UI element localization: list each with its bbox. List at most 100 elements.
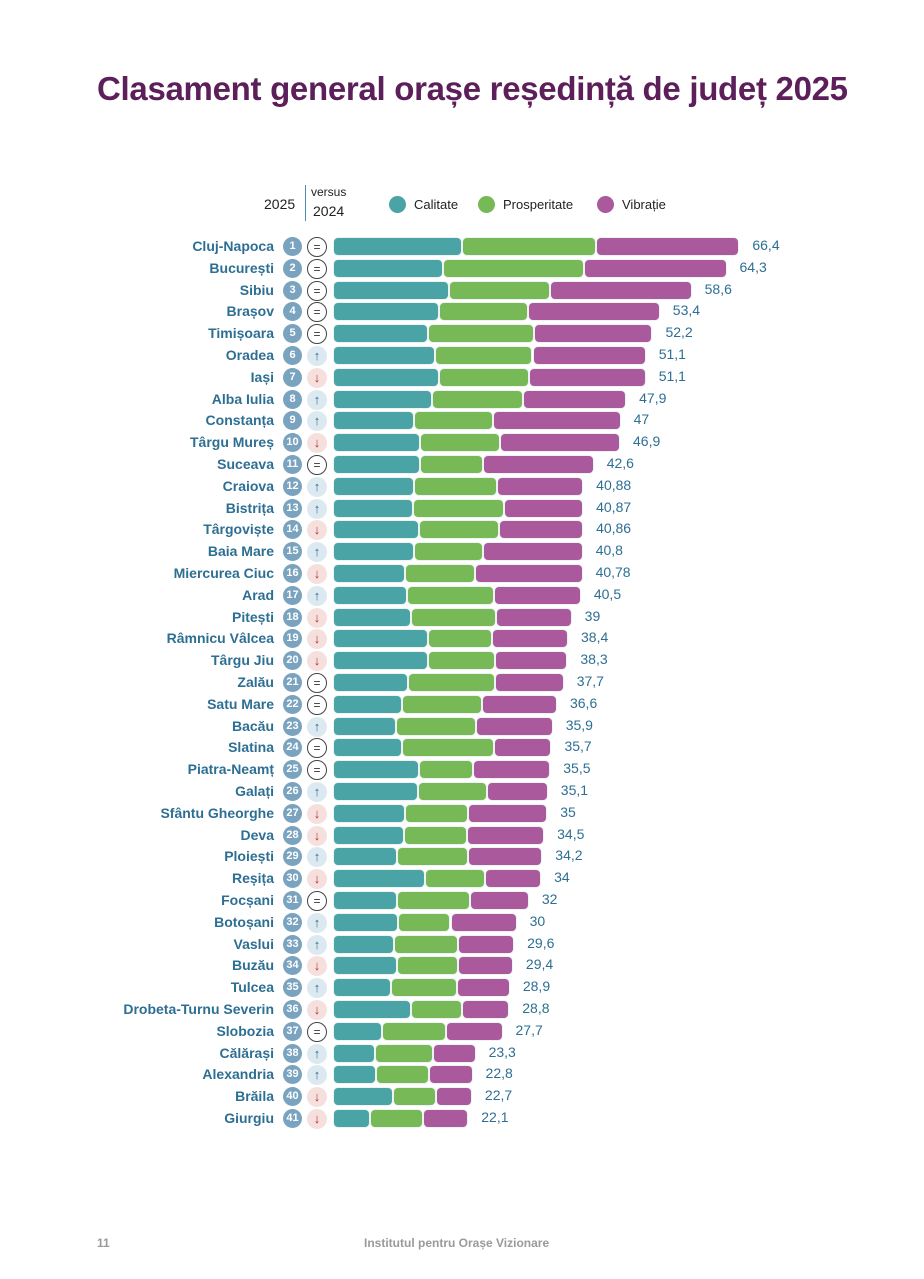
table-row: Alexandria 39 ↑ 22,8	[0, 1065, 924, 1086]
arrow-up-icon: ↑	[307, 346, 327, 366]
bar-segment-vibratie	[483, 456, 593, 473]
bar-segment-calitate	[334, 1110, 370, 1127]
total-score-label: 27,7	[515, 1021, 543, 1038]
table-row: Baia Mare 15 ↑ 40,8	[0, 542, 924, 563]
versus-label: versus	[311, 185, 347, 199]
bar-segment-calitate	[334, 434, 419, 452]
city-name: Iași	[250, 368, 274, 385]
rank-badge: 18	[283, 607, 302, 627]
arrow-up-icon: ↑	[307, 389, 327, 410]
total-score-label: 22,7	[484, 1087, 513, 1104]
total-score-label: 40,8	[595, 542, 623, 559]
rank-badge: 28	[283, 825, 302, 845]
total-score-label: 51,1	[658, 367, 686, 384]
total-score-label: 64,3	[739, 258, 767, 275]
rank-badge: 1	[283, 237, 302, 256]
bar-segment-calitate	[334, 586, 407, 604]
table-row: Brăila 40 ↓ 22,7	[0, 1087, 924, 1108]
rank-badge: 3	[283, 280, 302, 300]
rank-badge: 35	[283, 978, 302, 998]
city-name: Sibiu	[239, 281, 274, 298]
table-row: Zalău 21 = 37,7	[0, 673, 924, 693]
rank-badge: 19	[283, 629, 302, 649]
bar-segment-calitate	[334, 543, 414, 561]
bar-segment-prosperitate	[382, 1022, 446, 1040]
city-name: Bacău	[231, 717, 274, 734]
total-score-label: 52,2	[665, 324, 693, 341]
bar-segment-vibratie	[469, 804, 547, 822]
city-name: Pitești	[231, 608, 274, 625]
total-score-label: 66,4	[752, 237, 780, 253]
total-score-label: 32	[541, 891, 558, 907]
bar-segment-vibratie	[494, 739, 551, 757]
bar-segment-vibratie	[524, 390, 626, 408]
bar-segment-calitate	[334, 826, 403, 844]
bar-segment-prosperitate	[404, 826, 467, 844]
city-name: Târgu Jiu	[210, 652, 274, 669]
city-name: Suceava	[217, 456, 274, 472]
rank-badge: 11	[283, 455, 302, 474]
rank-badge: 6	[283, 346, 302, 365]
footer-organization: Institutul pentru Orașe Vizionare	[364, 1236, 550, 1250]
total-score-label: 39	[584, 607, 601, 624]
bar-segment-vibratie	[499, 521, 583, 539]
rank-badge: 8	[283, 389, 302, 409]
rank-badge: 33	[283, 934, 302, 954]
rank-badge: 34	[283, 956, 302, 976]
arrow-up-icon: ↑	[307, 847, 327, 868]
table-row: Giurgiu 41 ↓ 22,1	[0, 1109, 924, 1129]
city-name: Ploiești	[224, 848, 274, 865]
bar-segment-calitate	[334, 499, 412, 517]
table-row: Ploiești 29 ↑ 34,2	[0, 847, 924, 868]
legend-label: Vibrație	[622, 197, 666, 212]
bar-segment-vibratie	[459, 957, 512, 975]
bar-segment-vibratie	[597, 238, 739, 255]
city-name: Buzău	[232, 957, 274, 974]
table-row: Miercurea Ciuc 16 ↓ 40,78	[0, 564, 924, 584]
bar-segment-vibratie	[584, 259, 726, 277]
bar-segment-vibratie	[471, 892, 528, 909]
arrow-up-icon: ↑	[307, 912, 327, 933]
table-row: Slobozia 37 = 27,7	[0, 1021, 924, 1042]
current-year-label: 2025	[264, 196, 296, 212]
city-name: Râmnicu Vâlcea	[166, 630, 274, 647]
bar-segment-prosperitate	[440, 368, 528, 386]
total-score-label: 35,7	[564, 738, 592, 755]
bar-segment-vibratie	[483, 695, 556, 713]
bar-segment-vibratie	[434, 1044, 475, 1062]
table-row: Sibiu 3 = 58,6	[0, 280, 924, 301]
table-row: Galați 26 ↑ 35,1	[0, 782, 924, 802]
bar-segment-prosperitate	[398, 913, 450, 931]
city-name: Giurgiu	[224, 1110, 274, 1126]
bar-segment-prosperitate	[440, 303, 527, 321]
bar-segment-calitate	[334, 695, 402, 713]
table-row: Botoșani 32 ↑ 30	[0, 912, 924, 933]
rank-badge: 37	[283, 1021, 302, 1041]
bar-segment-vibratie	[473, 761, 550, 779]
table-row: Pitești 18 ↓ 39	[0, 607, 924, 628]
arrow-down-icon: ↓	[307, 1000, 327, 1020]
rank-badge: 27	[283, 803, 302, 823]
bar-segment-vibratie	[535, 325, 652, 343]
bar-segment-prosperitate	[412, 608, 496, 626]
table-row: Tulcea 35 ↑ 28,9	[0, 978, 924, 999]
bar-segment-vibratie	[498, 477, 583, 495]
bar-segment-calitate	[334, 957, 396, 975]
bar-segment-prosperitate	[415, 477, 496, 495]
total-score-label: 35,1	[560, 782, 589, 798]
table-row: Drobeta-Turnu Severin 36 ↓ 28,8	[0, 1000, 924, 1020]
city-name: Craiova	[222, 477, 274, 494]
bar-segment-vibratie	[496, 652, 567, 670]
city-name: Târgoviște	[203, 521, 274, 538]
rank-badge: 31	[283, 891, 302, 910]
arrow-up-icon: ↑	[307, 542, 327, 563]
bar-segment-vibratie	[488, 783, 547, 800]
city-name: Sfântu Gheorghe	[160, 804, 274, 821]
table-row: Cluj-Napoca 1 = 66,4	[0, 237, 924, 257]
bar-segment-prosperitate	[397, 717, 475, 735]
legend-item-calitate: Calitate	[389, 196, 458, 213]
city-name: Baia Mare	[207, 543, 274, 560]
equal-icon: =	[307, 280, 327, 301]
bar-segment-vibratie	[504, 499, 583, 517]
bar-segment-vibratie	[483, 543, 582, 561]
